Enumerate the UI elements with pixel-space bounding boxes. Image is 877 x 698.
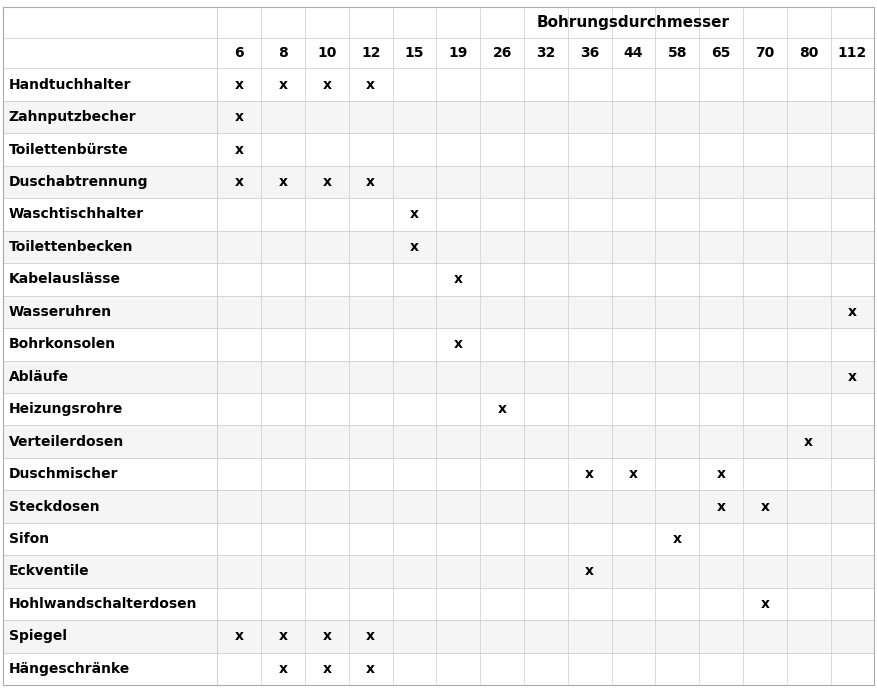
Text: Abläufe: Abläufe xyxy=(9,370,69,384)
Text: 19: 19 xyxy=(449,46,468,60)
Text: x: x xyxy=(367,630,375,644)
Bar xyxy=(3,198,874,230)
Text: x: x xyxy=(323,662,332,676)
Text: 58: 58 xyxy=(667,46,687,60)
Bar xyxy=(3,328,874,361)
Text: x: x xyxy=(235,142,244,156)
Text: x: x xyxy=(323,630,332,644)
Text: x: x xyxy=(760,597,769,611)
Text: 15: 15 xyxy=(405,46,424,60)
Bar xyxy=(3,38,874,68)
Text: x: x xyxy=(848,370,857,384)
Bar xyxy=(3,361,874,393)
Text: x: x xyxy=(497,402,507,416)
Text: Eckventile: Eckventile xyxy=(9,565,89,579)
Text: x: x xyxy=(804,435,813,449)
Text: x: x xyxy=(235,110,244,124)
Text: 8: 8 xyxy=(278,46,288,60)
Text: x: x xyxy=(454,272,463,286)
Bar xyxy=(3,7,874,38)
Text: 6: 6 xyxy=(234,46,244,60)
Text: Wasseruhren: Wasseruhren xyxy=(9,305,112,319)
Text: x: x xyxy=(848,305,857,319)
Text: Bohrkonsolen: Bohrkonsolen xyxy=(9,337,116,351)
Text: 65: 65 xyxy=(711,46,731,60)
Text: x: x xyxy=(279,630,288,644)
Bar xyxy=(3,426,874,458)
Text: x: x xyxy=(717,467,725,481)
Text: x: x xyxy=(367,77,375,91)
Bar xyxy=(3,263,874,296)
Text: x: x xyxy=(629,467,638,481)
Text: Sifon: Sifon xyxy=(9,532,49,546)
Bar xyxy=(3,491,874,523)
Text: x: x xyxy=(454,337,463,351)
Text: Spiegel: Spiegel xyxy=(9,630,67,644)
Text: x: x xyxy=(673,532,681,546)
Bar xyxy=(3,523,874,556)
Bar xyxy=(3,68,874,101)
Text: Waschtischhalter: Waschtischhalter xyxy=(9,207,144,221)
Text: 26: 26 xyxy=(493,46,512,60)
Text: Toilettenbecken: Toilettenbecken xyxy=(9,240,133,254)
Text: Duschmischer: Duschmischer xyxy=(9,467,118,481)
Text: x: x xyxy=(717,500,725,514)
Bar xyxy=(3,653,874,685)
Bar xyxy=(3,556,874,588)
Text: x: x xyxy=(323,77,332,91)
Text: x: x xyxy=(410,240,419,254)
Bar xyxy=(3,166,874,198)
Text: 10: 10 xyxy=(317,46,337,60)
Text: Kabelauslässe: Kabelauslässe xyxy=(9,272,121,286)
Text: x: x xyxy=(367,662,375,676)
Text: x: x xyxy=(279,175,288,189)
Text: Hohlwandschalterdosen: Hohlwandschalterdosen xyxy=(9,597,197,611)
Bar xyxy=(3,458,874,491)
Bar xyxy=(3,101,874,133)
Text: x: x xyxy=(279,662,288,676)
Text: 80: 80 xyxy=(799,46,818,60)
Bar xyxy=(3,621,874,653)
Text: Bohrungsdurchmesser: Bohrungsdurchmesser xyxy=(537,15,730,30)
Bar xyxy=(3,393,874,426)
Text: 32: 32 xyxy=(536,46,556,60)
Text: x: x xyxy=(323,175,332,189)
Text: 112: 112 xyxy=(838,46,867,60)
Text: Steckdosen: Steckdosen xyxy=(9,500,99,514)
Text: Zahnputzbecher: Zahnputzbecher xyxy=(9,110,137,124)
Text: x: x xyxy=(279,77,288,91)
Text: Heizungsrohre: Heizungsrohre xyxy=(9,402,123,416)
Text: x: x xyxy=(235,175,244,189)
Text: Hängeschränke: Hängeschränke xyxy=(9,662,130,676)
Bar xyxy=(3,230,874,263)
Text: 36: 36 xyxy=(580,46,599,60)
Text: Duschabtrennung: Duschabtrennung xyxy=(9,175,148,189)
Text: x: x xyxy=(235,630,244,644)
Text: x: x xyxy=(585,565,595,579)
Text: 12: 12 xyxy=(361,46,381,60)
Text: x: x xyxy=(410,207,419,221)
Text: x: x xyxy=(235,77,244,91)
Text: 70: 70 xyxy=(755,46,774,60)
Text: 44: 44 xyxy=(624,46,643,60)
Bar xyxy=(3,133,874,166)
Text: Toilettenbürste: Toilettenbürste xyxy=(9,142,129,156)
Text: Verteilerdosen: Verteilerdosen xyxy=(9,435,124,449)
Text: x: x xyxy=(585,467,595,481)
Bar xyxy=(3,296,874,328)
Text: x: x xyxy=(367,175,375,189)
Text: x: x xyxy=(760,500,769,514)
Bar xyxy=(3,588,874,621)
Text: Handtuchhalter: Handtuchhalter xyxy=(9,77,132,91)
